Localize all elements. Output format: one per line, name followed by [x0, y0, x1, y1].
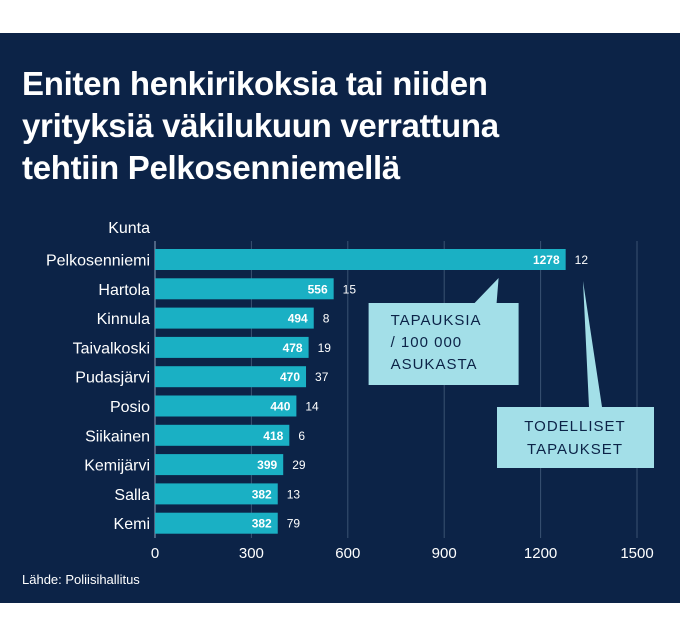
callout-per-capita: [368, 278, 519, 385]
bar-value-label: 494: [288, 312, 308, 326]
y-axis-label: Kunta: [108, 220, 150, 237]
bar: [155, 424, 290, 446]
x-tick-label: 1500: [620, 545, 653, 562]
callout-per-capita-text: / 100 000: [391, 334, 463, 351]
bar-chart: Kunta Pelkosenniemi 1278 12 Hartola 556 15 Kinn…: [46, 220, 654, 562]
category-label: Posio: [110, 399, 150, 416]
callout-actual-cases-text: TAPAUKSET: [527, 441, 623, 458]
category-label: Kemijärvi: [84, 458, 150, 475]
count-label: 6: [298, 429, 305, 443]
callout-per-capita-text: ASUKASTA: [391, 356, 478, 373]
bar: [155, 278, 334, 300]
x-tick-label: 600: [335, 545, 360, 562]
bar-value-label: 478: [283, 341, 303, 355]
bar: [155, 366, 307, 388]
x-tick-label: 300: [239, 545, 264, 562]
bar: [155, 307, 314, 329]
category-label: Hartola: [98, 282, 150, 299]
bar-value-label: 399: [257, 458, 277, 472]
count-label: 37: [315, 370, 329, 384]
x-tick-label: 1200: [524, 545, 557, 562]
chart-title: Eniten henkirikoksia tai niiden yrityksi…: [22, 63, 662, 189]
count-label: 12: [575, 253, 589, 267]
bar: [155, 454, 284, 476]
x-tick-label: 900: [432, 545, 457, 562]
bar: [155, 249, 566, 270]
bar: [155, 395, 297, 417]
category-label: Salla: [114, 487, 150, 504]
count-label: 79: [287, 517, 301, 531]
category-label: Siikainen: [85, 428, 150, 445]
callout-actual-cases-text: TODELLISET: [524, 418, 625, 435]
bar-value-label: 470: [280, 370, 300, 384]
chart-card: Eniten henkirikoksia tai niiden yrityksi…: [0, 33, 680, 603]
x-tick-label: 0: [151, 545, 159, 562]
bar-value-label: 556: [308, 282, 328, 296]
source-note: Lähde: Poliisihallitus: [22, 572, 140, 587]
count-label: 14: [305, 400, 319, 414]
bar-value-label: 418: [263, 429, 283, 443]
count-label: 8: [323, 312, 330, 326]
callout-per-capita-text: TAPAUKSIA: [391, 312, 482, 329]
bar-value-label: 440: [270, 400, 290, 414]
count-label: 29: [292, 458, 306, 472]
title-line-2: yrityksiä väkilukuun verrattuna: [22, 107, 499, 144]
title-line-3: tehtiin Pelkosenniemellä: [22, 149, 400, 186]
callout-actual-cases: [497, 281, 654, 468]
bar-value-label: 382: [252, 487, 272, 501]
count-label: 13: [287, 487, 301, 501]
bar: [155, 336, 309, 358]
title-line-1: Eniten henkirikoksia tai niiden: [22, 65, 488, 102]
category-label: Pudasjärvi: [75, 370, 150, 387]
bar: [155, 483, 278, 505]
bar-value-label: 382: [252, 517, 272, 531]
count-label: 15: [343, 282, 357, 296]
bar-value-label: 1278: [533, 253, 560, 267]
bar: [155, 512, 278, 534]
category-label: Kemi: [114, 516, 150, 533]
count-label: 19: [318, 341, 332, 355]
category-label: Kinnula: [97, 311, 150, 328]
category-label: Pelkosenniemi: [46, 253, 150, 270]
category-label: Taivalkoski: [73, 340, 150, 357]
